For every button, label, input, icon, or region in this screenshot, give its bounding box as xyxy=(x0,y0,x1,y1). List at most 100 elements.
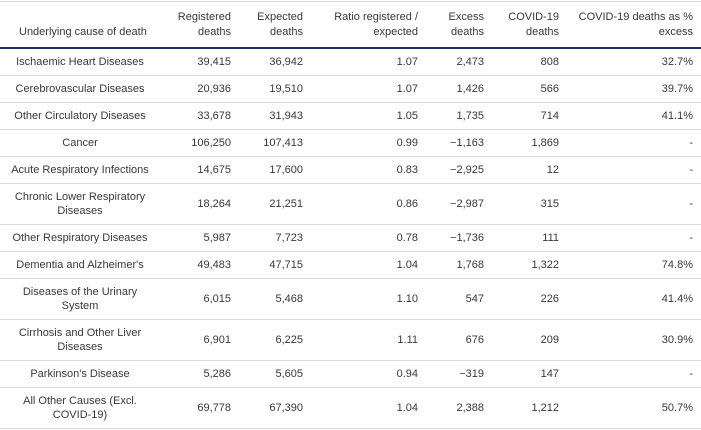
column-header-expected-deaths: Expected deaths xyxy=(241,1,313,49)
value-cell: 2,388 xyxy=(428,387,494,429)
value-cell: 50.7% xyxy=(569,387,701,429)
value-cell: 566 xyxy=(494,75,569,103)
value-cell: 226 xyxy=(494,278,569,320)
value-cell: 111 xyxy=(494,224,569,252)
column-header-covid-deaths: COVID-19 deaths xyxy=(494,1,569,49)
value-cell: 5,286 xyxy=(160,360,241,388)
value-cell: 33,678 xyxy=(160,102,241,130)
value-cell: −1,163 xyxy=(428,129,494,157)
value-cell: 69,778 xyxy=(160,387,241,429)
value-cell: 1.07 xyxy=(313,75,428,103)
value-cell: - xyxy=(569,224,701,252)
table-row: Ischaemic Heart Diseases 39,415 36,942 1.07… xyxy=(0,48,701,76)
table-row: Other Circulatory Diseases 33,678 31,943 1.… xyxy=(0,102,701,130)
value-cell: 5,605 xyxy=(241,360,313,388)
cause-cell: Dementia and Alzheimer's xyxy=(0,251,160,279)
value-cell: 5,987 xyxy=(160,224,241,252)
value-cell: 21,251 xyxy=(241,183,313,225)
value-cell: 49,483 xyxy=(160,251,241,279)
cause-cell: All Other Causes (Excl. COVID-19) xyxy=(0,387,160,429)
value-cell: 0.99 xyxy=(313,129,428,157)
value-cell: −1,736 xyxy=(428,224,494,252)
value-cell: 1.10 xyxy=(313,278,428,320)
value-cell: 209 xyxy=(494,319,569,361)
value-cell: 315 xyxy=(494,183,569,225)
value-cell: 1,768 xyxy=(428,251,494,279)
value-cell: 107,413 xyxy=(241,129,313,157)
cause-cell: Cirrhosis and Other Liver Diseases xyxy=(0,319,160,361)
value-cell: 0.83 xyxy=(313,156,428,184)
cause-cell: Other Respiratory Diseases xyxy=(0,224,160,252)
value-cell: 1,212 xyxy=(494,387,569,429)
value-cell: 0.86 xyxy=(313,183,428,225)
value-cell: 714 xyxy=(494,102,569,130)
column-header-underlying-cause: Underlying cause of death xyxy=(0,1,160,49)
value-cell: 1.04 xyxy=(313,251,428,279)
value-cell: 41.1% xyxy=(569,102,701,130)
value-cell: 12 xyxy=(494,156,569,184)
value-cell: - xyxy=(569,129,701,157)
column-header-covid-pct-excess: COVID-19 deaths as % excess xyxy=(569,1,701,49)
value-cell: 1.05 xyxy=(313,102,428,130)
value-cell: 1.07 xyxy=(313,48,428,76)
table-row: Cirrhosis and Other Liver Diseases 6,901 6… xyxy=(0,319,701,361)
table-row: Dementia and Alzheimer's 49,483 47,715 1.04… xyxy=(0,251,701,279)
cause-cell: Cancer xyxy=(0,129,160,157)
table-row: Chronic Lower Respiratory Diseases 18,264… xyxy=(0,183,701,225)
value-cell: 106,250 xyxy=(160,129,241,157)
value-cell: 41.4% xyxy=(569,278,701,320)
value-cell: - xyxy=(569,156,701,184)
value-cell: 39.7% xyxy=(569,75,701,103)
value-cell: 1,322 xyxy=(494,251,569,279)
value-cell: - xyxy=(569,360,701,388)
table-row: Acute Respiratory Infections 14,675 17,600… xyxy=(0,156,701,184)
value-cell: 1,735 xyxy=(428,102,494,130)
table-header: Underlying cause of death Registered dea… xyxy=(0,1,701,49)
value-cell: 808 xyxy=(494,48,569,76)
column-header-ratio: Ratio registered / expected xyxy=(313,1,428,49)
value-cell: - xyxy=(569,183,701,225)
cause-cell: Acute Respiratory Infections xyxy=(0,156,160,184)
cause-cell: Cerebrovascular Diseases xyxy=(0,75,160,103)
table-row: Cerebrovascular Diseases 20,936 19,510 1.07… xyxy=(0,75,701,103)
value-cell: 14,675 xyxy=(160,156,241,184)
header-row: Underlying cause of death Registered dea… xyxy=(0,1,701,49)
cause-cell: Chronic Lower Respiratory Diseases xyxy=(0,183,160,225)
table-row: All Other Causes (Excl. COVID-19) 69,778 6… xyxy=(0,387,701,429)
value-cell: −2,925 xyxy=(428,156,494,184)
value-cell: 31,943 xyxy=(241,102,313,130)
value-cell: 6,015 xyxy=(160,278,241,320)
value-cell: 19,510 xyxy=(241,75,313,103)
value-cell: 17,600 xyxy=(241,156,313,184)
value-cell: 147 xyxy=(494,360,569,388)
value-cell: 1,426 xyxy=(428,75,494,103)
value-cell: 0.94 xyxy=(313,360,428,388)
value-cell: 47,715 xyxy=(241,251,313,279)
value-cell: −319 xyxy=(428,360,494,388)
value-cell: 30.9% xyxy=(569,319,701,361)
column-header-registered-deaths: Registered deaths xyxy=(160,1,241,49)
value-cell: 32.7% xyxy=(569,48,701,76)
table-row: Diseases of the Urinary System 6,015 5,468… xyxy=(0,278,701,320)
value-cell: 74.8% xyxy=(569,251,701,279)
value-cell: 20,936 xyxy=(160,75,241,103)
value-cell: 6,901 xyxy=(160,319,241,361)
value-cell: 6,225 xyxy=(241,319,313,361)
value-cell: 1.04 xyxy=(313,387,428,429)
value-cell: −2,987 xyxy=(428,183,494,225)
value-cell: 1,869 xyxy=(494,129,569,157)
table-row: Parkinson's Disease 5,286 5,605 0.94 −319 147… xyxy=(0,360,701,388)
cause-cell: Parkinson's Disease xyxy=(0,360,160,388)
value-cell: 1.11 xyxy=(313,319,428,361)
value-cell: 18,264 xyxy=(160,183,241,225)
column-header-excess-deaths: Excess deaths xyxy=(428,1,494,49)
cause-cell: Other Circulatory Diseases xyxy=(0,102,160,130)
table-body: Ischaemic Heart Diseases 39,415 36,942 1.07… xyxy=(0,48,701,429)
value-cell: 67,390 xyxy=(241,387,313,429)
table-row: Cancer 106,250 107,413 0.99 −1,163 1,869- xyxy=(0,129,701,157)
value-cell: 547 xyxy=(428,278,494,320)
value-cell: 39,415 xyxy=(160,48,241,76)
value-cell: 7,723 xyxy=(241,224,313,252)
